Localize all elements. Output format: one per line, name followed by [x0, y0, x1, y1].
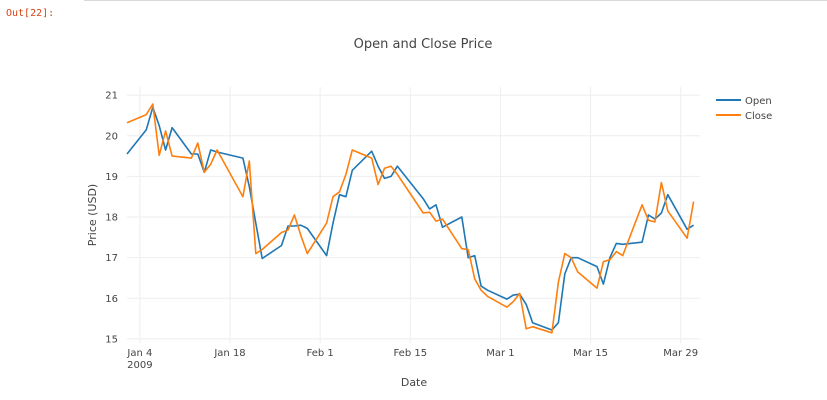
y-tick-label: 18 [105, 213, 118, 224]
series-line-close[interactable] [126, 103, 695, 334]
x-tick-label: Mar 1 [486, 348, 514, 359]
legend[interactable]: Open Close [716, 96, 772, 122]
y-tick-label: 20 [105, 131, 118, 142]
y-tick-label: 21 [105, 91, 118, 102]
y-tick-label: 15 [105, 334, 118, 345]
legend-label-close: Close [745, 111, 772, 122]
y-tick-label: 19 [105, 172, 118, 183]
x-tick-sublabel: 2009 [127, 360, 152, 371]
x-tick-label: Feb 15 [393, 348, 427, 359]
chart-title: Open and Close Price [354, 37, 493, 52]
x-tick-label: Feb 1 [307, 348, 334, 359]
legend-label-open: Open [745, 96, 772, 107]
y-tick-label: 17 [105, 253, 118, 264]
grid-lines [127, 87, 700, 343]
cell-border [84, 0, 827, 1]
x-tick-label: Jan 4 [126, 348, 152, 359]
series-lines [126, 103, 695, 334]
x-tick-label: Jan 18 [213, 348, 245, 359]
output-prompt: Out[22]: [6, 8, 55, 19]
y-tick-label: 16 [105, 294, 118, 305]
series-line-open[interactable] [126, 106, 695, 331]
y-axis-title: Price (USD) [86, 184, 99, 246]
y-tick-labels: 15 16 17 18 19 20 21 [105, 91, 118, 346]
x-tick-label: Mar 15 [573, 348, 608, 359]
x-tick-label: Mar 29 [663, 348, 698, 359]
x-axis-title: Date [401, 376, 428, 389]
